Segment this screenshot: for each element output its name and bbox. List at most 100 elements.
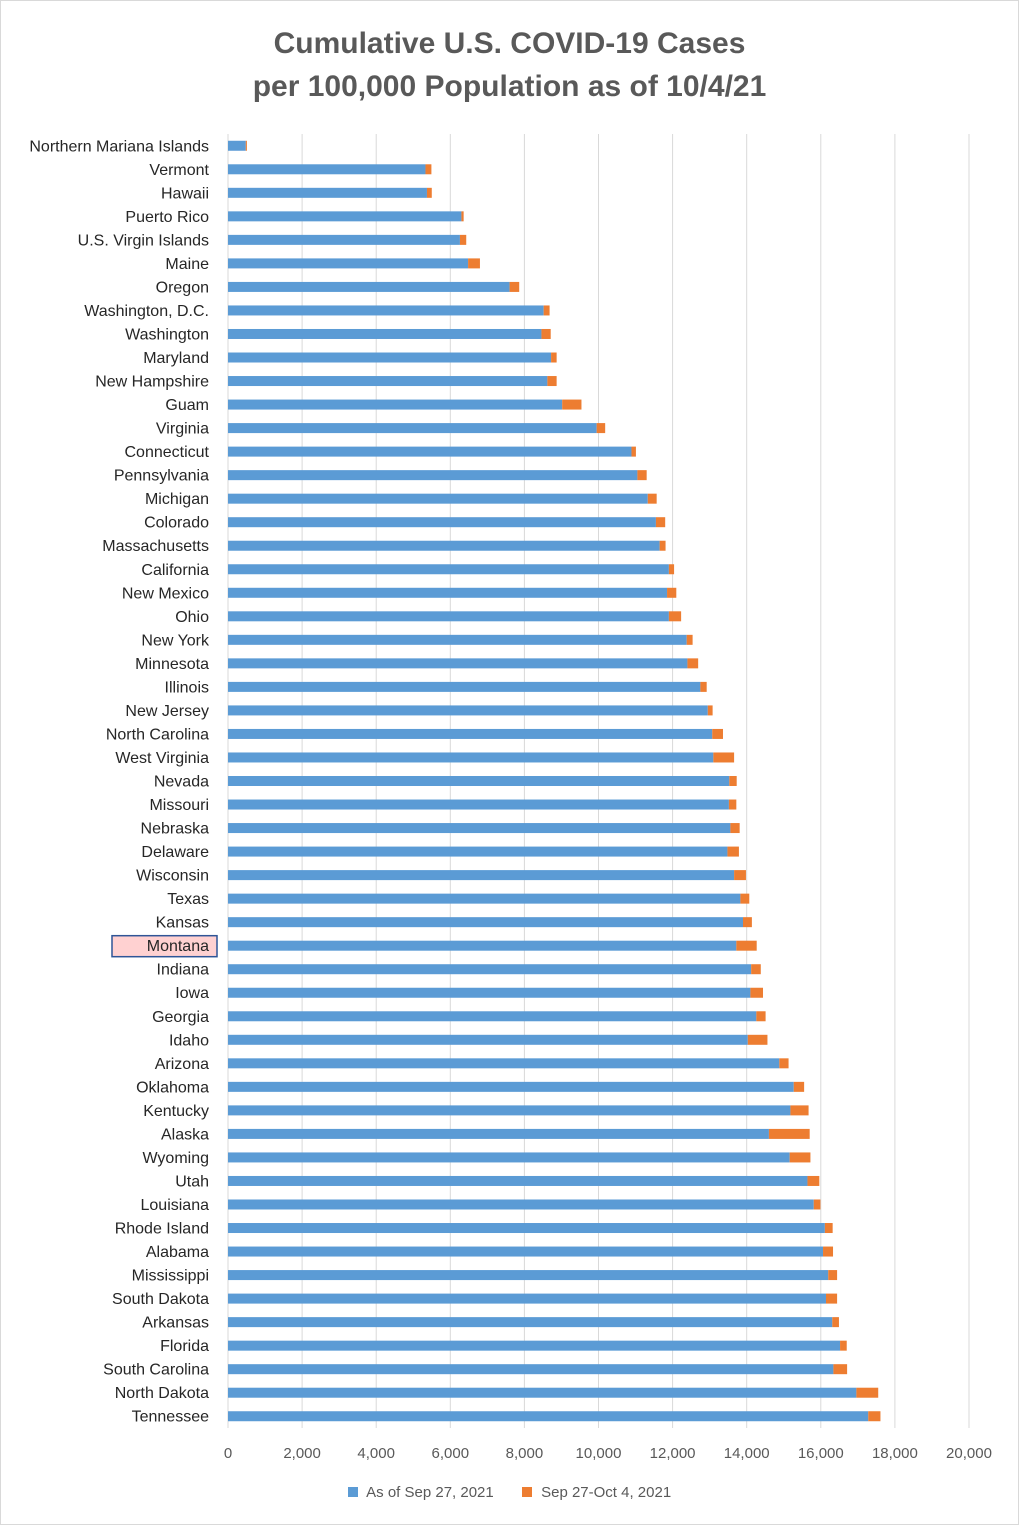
bar-increment-23	[700, 681, 707, 692]
bar-increment-27	[729, 776, 737, 786]
bar-increment-20	[668, 611, 682, 622]
category-label: Alabama	[146, 1244, 209, 1261]
bar-base-11	[228, 399, 563, 410]
bar-base-53	[228, 1387, 857, 1398]
x-tick-label: 8,000	[506, 1445, 544, 1462]
bar-increment-1	[425, 164, 432, 175]
bar-increment-32	[740, 893, 750, 904]
bar-base-21	[228, 634, 687, 645]
title-line-2: per 100,000 Population as of 10/4/21	[252, 70, 767, 103]
category-label: California	[141, 562, 209, 579]
category-label: Rhode Island	[115, 1221, 209, 1238]
category-label: Missouri	[149, 797, 209, 814]
bar-increment-10	[547, 376, 557, 387]
category-label: Kentucky	[143, 1103, 209, 1120]
highlight-box	[111, 934, 218, 958]
category-label: Iowa	[175, 985, 209, 1002]
bar-base-26	[228, 752, 714, 763]
bar-base-14	[228, 470, 638, 481]
category-label: Louisiana	[141, 1197, 210, 1214]
bar-increment-29	[730, 823, 740, 834]
bar-base-25	[228, 728, 713, 739]
bar-base-22	[228, 658, 688, 669]
legend-item-series-1: As of Sep 27, 2021	[347, 1484, 494, 1501]
bar-base-44	[228, 1175, 808, 1186]
bar-base-3	[228, 211, 462, 222]
bar-increment-25	[712, 728, 723, 739]
bar-increment-46	[824, 1223, 833, 1234]
x-tick-label: 14,000	[724, 1445, 770, 1462]
bar-increment-21	[686, 634, 693, 645]
category-label: Idaho	[169, 1032, 209, 1049]
bar-base-36	[228, 987, 751, 998]
category-label: Arkansas	[142, 1315, 209, 1332]
category-label: New Hampshire	[95, 374, 209, 391]
x-tick-label: 2,000	[283, 1445, 321, 1462]
category-label: Puerto Rico	[125, 209, 209, 226]
bar-base-9	[228, 352, 552, 363]
category-label: Delaware	[141, 844, 209, 861]
x-tick-label: 0	[224, 1445, 232, 1462]
category-label: Wisconsin	[136, 868, 209, 885]
legend-swatch-series-2	[521, 1487, 532, 1497]
bar-increment-52	[833, 1364, 848, 1375]
bar-base-16	[228, 517, 656, 528]
category-label: Oklahoma	[136, 1079, 209, 1096]
legend-label-series-2: Sep 27-Oct 4, 2021	[541, 1484, 672, 1501]
category-label: Massachusetts	[102, 538, 209, 555]
category-label: Minnesota	[135, 656, 209, 673]
legend-swatch-series-1	[347, 1487, 358, 1497]
bar-increment-42	[768, 1128, 810, 1139]
category-label: South Carolina	[103, 1362, 209, 1379]
bar-increment-28	[728, 799, 737, 810]
x-tick-label: 4,000	[357, 1445, 395, 1462]
bar-increment-35	[751, 964, 761, 975]
category-label: Northern Mariana Islands	[29, 138, 209, 155]
bar-base-18	[228, 564, 669, 575]
bar-increment-51	[840, 1340, 847, 1351]
bar-base-51	[228, 1340, 841, 1351]
category-label: Ohio	[175, 609, 209, 626]
bar-increment-50	[832, 1317, 839, 1328]
category-label: Oregon	[156, 279, 209, 296]
bar-base-41	[228, 1105, 791, 1116]
category-label: North Carolina	[106, 726, 209, 743]
bar-base-12	[228, 423, 597, 434]
category-label: Maryland	[143, 350, 209, 367]
bar-increment-36	[750, 987, 764, 998]
bar-increment-14	[637, 470, 647, 481]
bar-base-43	[228, 1152, 790, 1163]
category-label: Maine	[165, 256, 209, 273]
bar-increment-22	[687, 658, 699, 669]
bar-base-47	[228, 1246, 824, 1257]
bar-base-20	[228, 611, 669, 622]
bar-base-7	[228, 305, 544, 316]
bar-base-8	[228, 328, 542, 339]
bar-chart-plot: 0 2,000 4,000 6,000 8,000 10,000 12,000 14,000 1…	[29, 134, 992, 1462]
category-label: Wyoming	[142, 1150, 209, 1167]
bar-increment-39	[779, 1058, 789, 1069]
bar-increment-15	[647, 493, 657, 504]
bar-base-30	[228, 846, 728, 857]
bar-increment-31	[734, 870, 746, 881]
bar-base-24	[228, 705, 708, 716]
bar-increment-4	[459, 234, 467, 245]
bar-increment-9	[551, 352, 557, 363]
bar-base-31	[228, 870, 735, 881]
bar-base-10	[228, 376, 548, 387]
bar-base-5	[228, 258, 469, 269]
bar-base-34	[228, 940, 737, 951]
bar-increment-2	[426, 187, 432, 198]
category-label: Texas	[167, 891, 209, 908]
category-label: Michigan	[145, 491, 209, 508]
bar-base-46	[228, 1223, 825, 1234]
bar-base-39	[228, 1058, 780, 1069]
category-label: Indiana	[157, 962, 210, 979]
category-label: Alaska	[161, 1126, 209, 1143]
x-tick-label: 18,000	[872, 1445, 918, 1462]
bar-increment-43	[789, 1152, 811, 1163]
bar-base-54	[228, 1411, 869, 1422]
bar-base-32	[228, 893, 741, 904]
category-label: Florida	[160, 1338, 209, 1355]
category-label: Nebraska	[141, 821, 210, 838]
